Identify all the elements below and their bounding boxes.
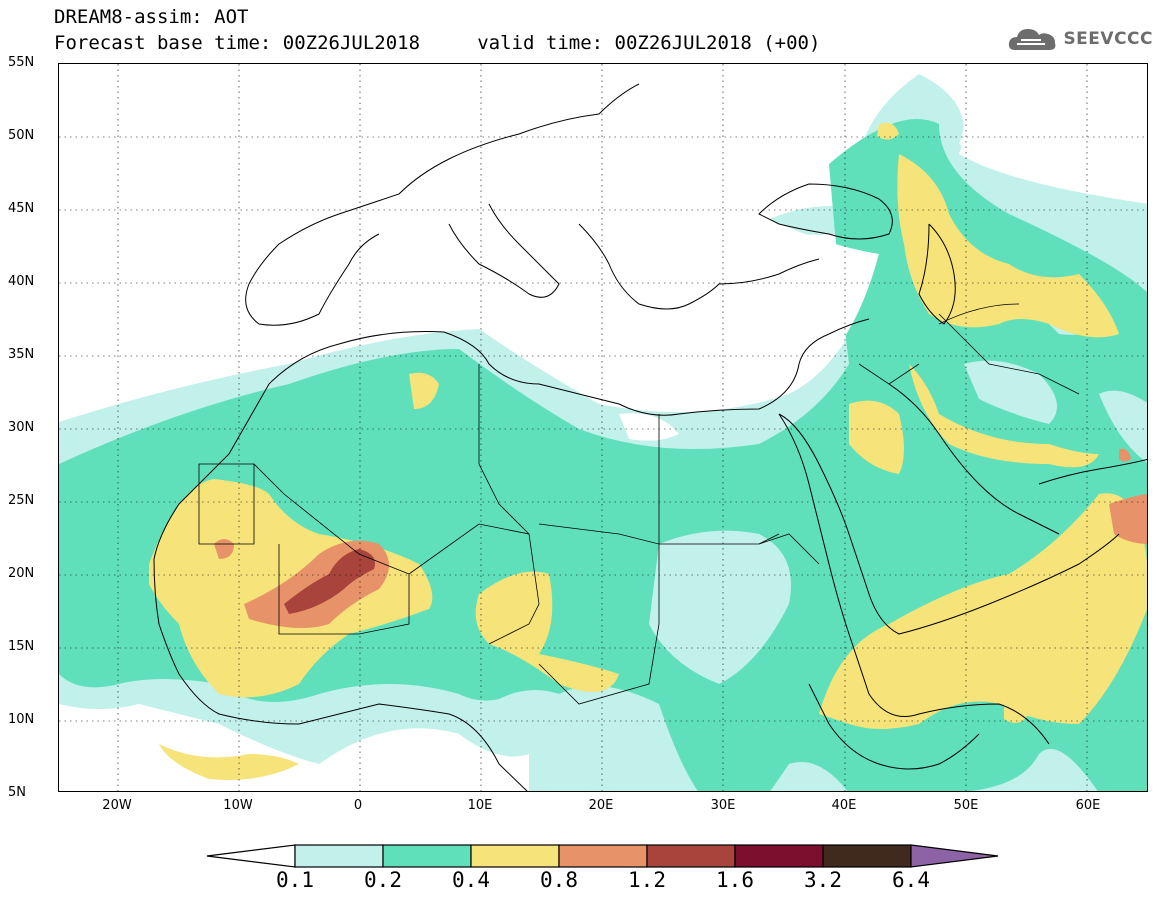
- colorbar-max-arrow: [910, 844, 999, 868]
- lat-label-15n: 15N: [8, 639, 35, 654]
- colorbar-label-0.8: 0.8: [540, 868, 578, 892]
- lat-label-35n: 35N: [8, 347, 35, 362]
- seevccc-logo: SEEVCCC: [1007, 24, 1153, 54]
- graticule: [59, 64, 1147, 791]
- lat-label-10n: 10N: [8, 712, 35, 727]
- colorbar-label-1.2: 1.2: [628, 868, 666, 892]
- colorbar-bin-1.6-3.2: [734, 844, 824, 868]
- cloud-icon: [1009, 29, 1056, 50]
- colorbar-bin-0.2-0.4: [382, 844, 472, 868]
- colorbar-label-1.6: 1.6: [716, 868, 754, 892]
- colorbar-min-arrow: [206, 844, 296, 868]
- logo-text: SEEVCCC: [1063, 29, 1153, 49]
- lat-label-45n: 45N: [8, 201, 35, 216]
- lat-label-40n: 40N: [8, 274, 35, 289]
- country-borders: [198, 303, 1080, 705]
- aot-colorbar: [206, 844, 999, 868]
- colorbar-bin-0.1-0.2: [294, 844, 384, 868]
- lat-label-20n: 20N: [8, 566, 35, 581]
- lon-label-20e: 20E: [588, 798, 614, 813]
- colorbar-bin-3.2-6.4: [822, 844, 912, 868]
- coastlines: [153, 83, 1147, 791]
- lat-label-50n: 50N: [8, 128, 35, 143]
- aot-contour-white-gaps: [59, 64, 1147, 791]
- lat-label-25n: 25N: [8, 493, 35, 508]
- lat-label-5n: 5N: [8, 785, 26, 800]
- lat-label-55n: 55N: [8, 55, 35, 70]
- lon-label-40e: 40E: [831, 798, 857, 813]
- colorbar-label-0.2: 0.2: [364, 868, 402, 892]
- lon-label-0: 0: [353, 798, 363, 813]
- lon-label-10w: 10W: [223, 798, 253, 813]
- aot-map: [58, 63, 1148, 792]
- colorbar-label-0.1: 0.1: [276, 868, 314, 892]
- lon-label-20w: 20W: [102, 798, 132, 813]
- lat-label-30n: 30N: [8, 420, 35, 435]
- colorbar-bin-0.8-1.2: [558, 844, 648, 868]
- colorbar-label-0.4: 0.4: [452, 868, 490, 892]
- lon-label-60e: 60E: [1075, 798, 1101, 813]
- aot-contour-1.2: [284, 549, 375, 614]
- colorbar-bin-1.2-1.6: [646, 844, 736, 868]
- colorbar-label-6.4: 6.4: [892, 868, 930, 892]
- lon-label-50e: 50E: [953, 798, 979, 813]
- map-canvas: [59, 64, 1147, 791]
- lon-label-10e: 10E: [467, 798, 493, 813]
- lon-label-30e: 30E: [710, 798, 736, 813]
- forecast-time-line: Forecast base time: 00Z26JUL2018 valid t…: [54, 32, 821, 54]
- map-title: DREAM8-assim: AOT: [54, 6, 249, 28]
- colorbar-label-3.2: 3.2: [804, 868, 842, 892]
- colorbar-bin-0.4-0.8: [470, 844, 560, 868]
